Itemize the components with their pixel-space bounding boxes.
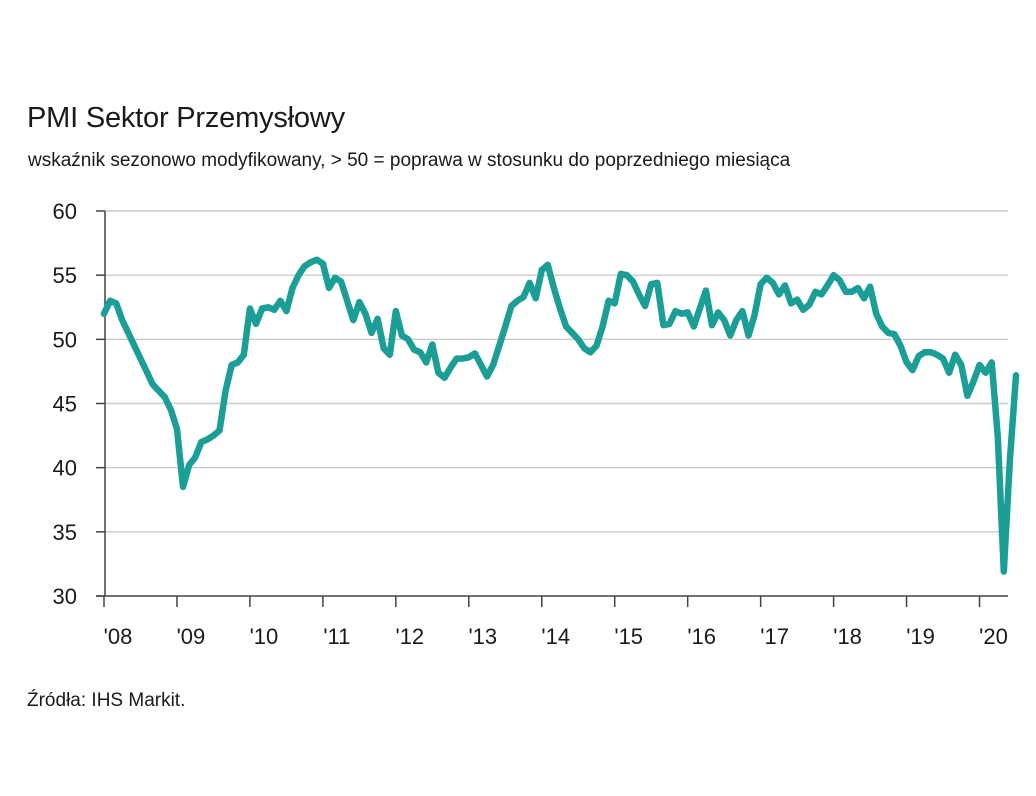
x-tick-label: '12 bbox=[396, 624, 425, 649]
y-tick-label: 50 bbox=[53, 327, 77, 352]
y-tick-label: 55 bbox=[53, 263, 77, 288]
x-tick-label: '08 bbox=[104, 624, 133, 649]
chart-title: PMI Sektor Przemysłowy bbox=[27, 102, 345, 134]
series-layer bbox=[100, 256, 1020, 575]
x-tick-label: '11 bbox=[323, 624, 350, 649]
x-tick-label: '14 bbox=[541, 624, 570, 649]
series-line-0 bbox=[100, 256, 1020, 575]
x-tick-label: '20 bbox=[979, 624, 1008, 649]
x-tick-labels: '08 '09 '10 '11 '12 '13 '14 '15 '16 '17 '18 '19 '20 bbox=[104, 624, 1008, 649]
x-tick-label: '10 bbox=[250, 624, 279, 649]
gridlines bbox=[105, 210, 1008, 533]
x-tick-label: '19 bbox=[906, 624, 935, 649]
y-tick-labels: 30 35 40 45 50 55 60 bbox=[53, 199, 77, 609]
y-tick-label: 30 bbox=[53, 584, 77, 609]
x-tick-label: '17 bbox=[760, 624, 789, 649]
x-tick-label: '18 bbox=[833, 624, 862, 649]
source-note: Źródła: IHS Markit. bbox=[27, 690, 186, 711]
x-tick-label: '13 bbox=[468, 624, 497, 649]
y-tick-label: 40 bbox=[53, 456, 77, 481]
x-tick-label: '15 bbox=[614, 624, 643, 649]
y-tick-label: 60 bbox=[53, 199, 77, 224]
axes bbox=[96, 210, 1008, 607]
x-tick-label: '09 bbox=[177, 624, 206, 649]
chart-subtitle: wskaźnik sezonowo modyfikowany, > 50 = p… bbox=[28, 150, 791, 171]
y-tick-label: 35 bbox=[53, 520, 77, 545]
x-tick-label: '16 bbox=[687, 624, 716, 649]
y-tick-label: 45 bbox=[53, 392, 77, 417]
